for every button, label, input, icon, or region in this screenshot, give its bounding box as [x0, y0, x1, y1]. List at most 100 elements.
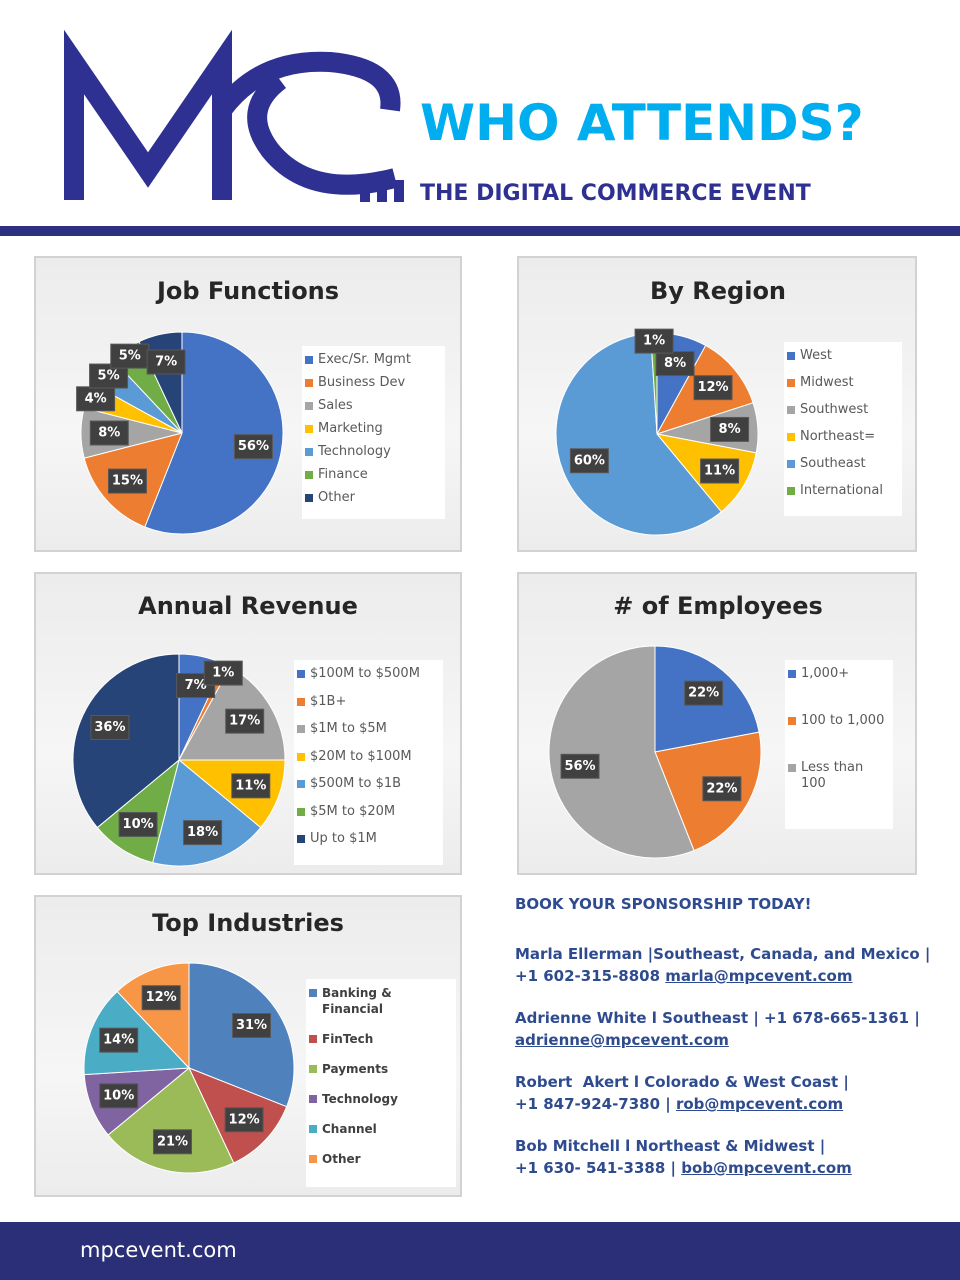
data-label: 8% — [89, 420, 129, 446]
legend-label: $1B+ — [310, 693, 347, 709]
chart-title: # of Employees — [613, 592, 823, 620]
legend-swatch — [309, 1125, 317, 1133]
legend-label: $1M to $5M — [310, 721, 387, 736]
data-label-text: 11% — [704, 464, 735, 479]
legend-item: Finance — [305, 467, 439, 483]
data-label: 21% — [153, 1129, 193, 1155]
contact-email[interactable]: adrienne@mpcevent.com — [515, 1031, 729, 1049]
legend-label: Marketing — [318, 421, 383, 436]
contact-text: Marla Ellerman |Southeast, Canada, and M… — [515, 945, 931, 963]
legend-label: Business Dev — [318, 375, 406, 390]
contact-text: +1 602-315-8808 — [515, 967, 661, 985]
legend-label: Finance — [318, 467, 368, 482]
contact-line: +1 630- 541-3388 | bob@mpcevent.com — [515, 1157, 945, 1179]
legend-item: $100M to $500M — [297, 666, 437, 682]
legend-label: $100M to $500M — [310, 666, 420, 681]
legend-label: 1,000+ — [801, 666, 850, 681]
legend-item: Northeast= — [787, 429, 896, 445]
legend-label: Technology — [322, 1092, 398, 1106]
data-label: 1% — [634, 328, 674, 354]
legend-label: Southeast — [800, 456, 866, 471]
data-label-text: 12% — [146, 990, 177, 1005]
data-label: 12% — [693, 375, 733, 401]
legend-label: Sales — [318, 398, 353, 413]
data-label-box — [231, 773, 271, 799]
data-label-text: 12% — [697, 380, 728, 395]
chart: Job Functions 56% 15% 8% 4% 5% 5% 7% — [76, 277, 339, 535]
data-label-box — [146, 349, 186, 375]
data-label-text: 22% — [706, 781, 737, 796]
data-label-box — [118, 811, 158, 837]
legend-item: $1B+ — [297, 693, 437, 710]
legend-swatch — [305, 402, 313, 410]
legend-label: FinTech — [322, 1032, 374, 1046]
data-label-text: 18% — [187, 825, 218, 840]
legend-label: Banking & Financial — [322, 986, 392, 1016]
legend: Banking & Financial FinTech Payments Techno… — [306, 979, 456, 1187]
chart-title: Job Functions — [155, 277, 339, 305]
data-label: 14% — [99, 1027, 139, 1053]
legend-item: FinTech — [309, 1031, 450, 1047]
legend-swatch — [297, 670, 305, 678]
pie-slice — [72, 653, 180, 829]
chart: By Region 8% 12% 8% 11% 60% 1% — [555, 277, 786, 536]
legend-item: Other — [305, 490, 439, 506]
contact-text: +1 630- 541-3388 | — [515, 1159, 676, 1177]
legend-label: Midwest — [800, 375, 854, 390]
pie-slice — [152, 759, 262, 867]
data-label: 56% — [560, 753, 600, 779]
legend-item: Marketing — [305, 421, 439, 437]
legend-label: Payments — [322, 1062, 389, 1076]
legend-item: Business Dev — [305, 375, 439, 391]
legend-label: $20M to $100M — [310, 748, 412, 764]
data-label-box — [225, 708, 265, 734]
data-label-text: 56% — [238, 439, 269, 454]
data-label-box — [89, 420, 129, 446]
chart-panel: Annual Revenue 7% 1% 17% 11% 18% 10% 36% $100M t… — [34, 572, 462, 875]
legend-swatch — [305, 425, 313, 433]
contact-email[interactable]: marla@mpcevent.com — [665, 967, 853, 985]
data-label-text: 11% — [235, 778, 266, 793]
data-label-text: 4% — [85, 391, 107, 406]
pie-slice — [548, 645, 695, 859]
data-label-text: 31% — [236, 1018, 267, 1033]
contact-email[interactable]: bob@mpcevent.com — [681, 1159, 852, 1177]
legend-label: $5M to $20M — [310, 803, 396, 819]
legend-item: Sales — [305, 398, 439, 414]
contacts: BOOK YOUR SPONSORSHIP TODAY! Marla Eller… — [515, 893, 945, 1179]
legend-swatch — [305, 494, 313, 502]
legend-label: Less than 100 — [801, 760, 864, 791]
contact-email[interactable]: rob@mpcevent.com — [675, 1095, 844, 1113]
data-label: 56% — [233, 434, 273, 460]
data-label-box — [141, 985, 181, 1011]
data-label-text: 10% — [103, 1088, 134, 1103]
contact-text: Robert Akert l Colorado & West Coast | — [515, 1073, 849, 1091]
data-label: 12% — [224, 1107, 264, 1133]
legend-swatch — [305, 448, 313, 456]
legend-swatch — [787, 433, 795, 441]
subheadline: THE DIGITAL COMMERCE EVENT — [420, 181, 811, 206]
data-label-text: 14% — [103, 1033, 134, 1048]
data-label-box — [90, 715, 130, 741]
legend-swatch — [787, 352, 795, 360]
legend-swatch — [787, 379, 795, 387]
legend-item: $1M to $5M — [297, 721, 437, 737]
data-label-box — [700, 458, 740, 484]
legend-swatch — [297, 725, 305, 733]
legend-label: West — [800, 348, 832, 363]
legend-item: West — [787, 348, 896, 364]
data-label: 5% — [110, 343, 150, 369]
data-label: 4% — [76, 386, 116, 412]
legend: 1,000+ 100 to 1,000 Less than 100 — [785, 660, 893, 829]
data-label-text: 7% — [155, 355, 177, 370]
data-label-text: 21% — [157, 1134, 188, 1149]
headline: WHO ATTENDS? — [420, 94, 864, 152]
data-label-box — [224, 1107, 264, 1133]
data-label-box — [702, 776, 742, 802]
pie-slice — [144, 331, 284, 535]
legend-swatch — [297, 780, 305, 788]
legend-label: Technology — [318, 444, 391, 459]
legend-label: Channel — [322, 1122, 377, 1136]
legend-swatch — [787, 487, 795, 495]
footer-url: mpcevent.com — [80, 1238, 237, 1262]
